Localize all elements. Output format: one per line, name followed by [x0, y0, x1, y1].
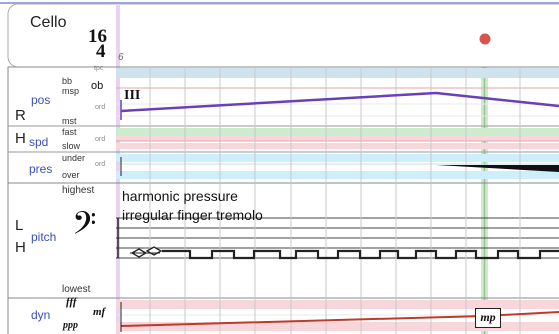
spd-level-ord: ord	[95, 136, 106, 143]
time-signature-top: 16	[88, 26, 107, 47]
left-hand-h-letter: H	[15, 239, 26, 256]
pitch-range-top: highest	[62, 185, 95, 196]
track-label-pos[interactable]: pos	[31, 93, 51, 107]
right-hand-h-letter: H	[15, 130, 26, 147]
technique-line-2: irregular finger tremolo	[122, 207, 263, 223]
dyn-level-ppp: ppp	[63, 320, 78, 331]
spd-level-slow: slow	[62, 141, 81, 151]
dyn-level-fff: fff	[66, 296, 77, 308]
pitch-range-bottom: lowest	[62, 284, 91, 295]
spd-level-fast: fast	[62, 127, 77, 137]
left-hand-letter: L	[15, 217, 24, 234]
time-signature-bottom: 4	[96, 41, 106, 62]
pos-level-msp: msp	[62, 86, 80, 96]
dyn-level-mf: mf	[93, 306, 106, 318]
pres-level-under: under	[62, 153, 86, 163]
instrument-name[interactable]: Cello	[30, 14, 67, 31]
tremolo-wave	[162, 249, 559, 260]
track-label-dyn[interactable]: dyn	[31, 308, 51, 322]
bass-clef-icon: 𝄢	[72, 207, 97, 249]
track-label-pres[interactable]: pres	[29, 162, 53, 176]
right-hand-letter: R	[15, 107, 26, 124]
pos-level-tpc: tpc	[94, 65, 104, 72]
pos-curve	[120, 91, 559, 113]
dynamic-marking-mp[interactable]: mp	[475, 308, 501, 328]
pres-level-over: over	[62, 170, 80, 180]
string-marker: III	[124, 88, 141, 103]
track-label-pitch[interactable]: pitch	[31, 230, 57, 244]
pos-level-ob: ob	[91, 80, 104, 92]
pos-level-bb: bb	[62, 76, 73, 86]
playhead-dot	[479, 33, 491, 45]
pres-wedge	[436, 165, 559, 172]
pos-level-mst: mst	[62, 116, 77, 126]
measure-start-bar	[116, 4, 120, 334]
measure-number: 6	[118, 52, 124, 63]
technique-line-1: harmonic pressure	[122, 188, 238, 204]
pres-level-ord: ord	[95, 161, 106, 168]
pos-level-ord: ord	[95, 104, 106, 111]
track-label-spd[interactable]: spd	[29, 135, 49, 149]
